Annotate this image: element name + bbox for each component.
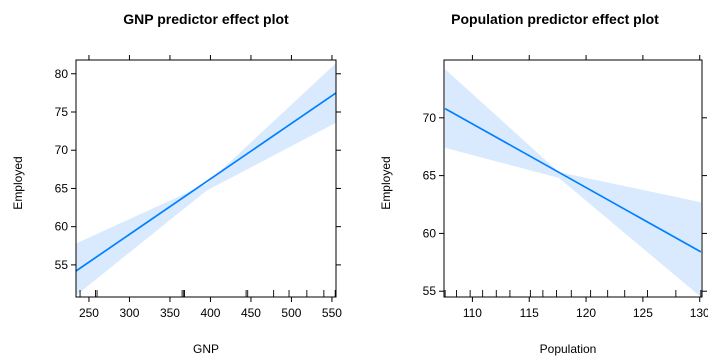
population-y-tick-label: 65 <box>423 169 437 183</box>
gnp-y-tick-label: 70 <box>55 143 69 157</box>
population-y-axis-label: Employed <box>379 156 393 209</box>
population-x-tick-label: 120 <box>576 306 596 320</box>
gnp-x-tick-label: 550 <box>322 306 342 320</box>
gnp-y-tick-label: 75 <box>55 105 69 119</box>
gnp-x-tick-label: 450 <box>241 306 261 320</box>
population-x-tick-label: 130 <box>690 306 708 320</box>
gnp-x-tick-label: 300 <box>119 306 139 320</box>
gnp-chart-title: GNP predictor effect plot <box>123 11 289 27</box>
gnp-plot-frame <box>75 59 337 298</box>
population-y-tick-label: 70 <box>423 111 437 125</box>
gnp-confidence-band <box>76 63 336 296</box>
gnp-effect-panel: GNP predictor effect plot GNP Employed 2… <box>11 11 342 356</box>
gnp-x-tick-label: 500 <box>281 306 301 320</box>
population-x-tick-label: 115 <box>520 306 539 320</box>
population-plot-frame <box>443 59 703 298</box>
gnp-y-tick-label: 80 <box>55 67 69 81</box>
gnp-x-axis-label: GNP <box>193 342 219 356</box>
population-x-axis-label: Population <box>540 342 597 356</box>
gnp-fit-line <box>75 92 337 272</box>
population-effect-panel: Population predictor effect plot Populat… <box>379 11 708 356</box>
population-x-tick-label: 125 <box>633 306 653 320</box>
gnp-y-tick-label: 60 <box>55 220 69 234</box>
gnp-y-tick-label: 55 <box>55 258 69 272</box>
population-confidence-band <box>445 69 701 297</box>
gnp-y-tick-label: 65 <box>55 181 69 195</box>
population-y-tick-label: 55 <box>423 284 437 298</box>
gnp-y-axis-label: Employed <box>11 156 25 209</box>
population-chart-title: Population predictor effect plot <box>451 11 659 27</box>
gnp-x-tick-label: 350 <box>160 306 180 320</box>
gnp-x-tick-label: 250 <box>79 306 99 320</box>
population-x-tick-label: 110 <box>463 306 482 320</box>
population-y-tick-label: 60 <box>423 226 437 240</box>
gnp-x-tick-label: 400 <box>200 306 220 320</box>
population-fit-line <box>444 107 702 253</box>
